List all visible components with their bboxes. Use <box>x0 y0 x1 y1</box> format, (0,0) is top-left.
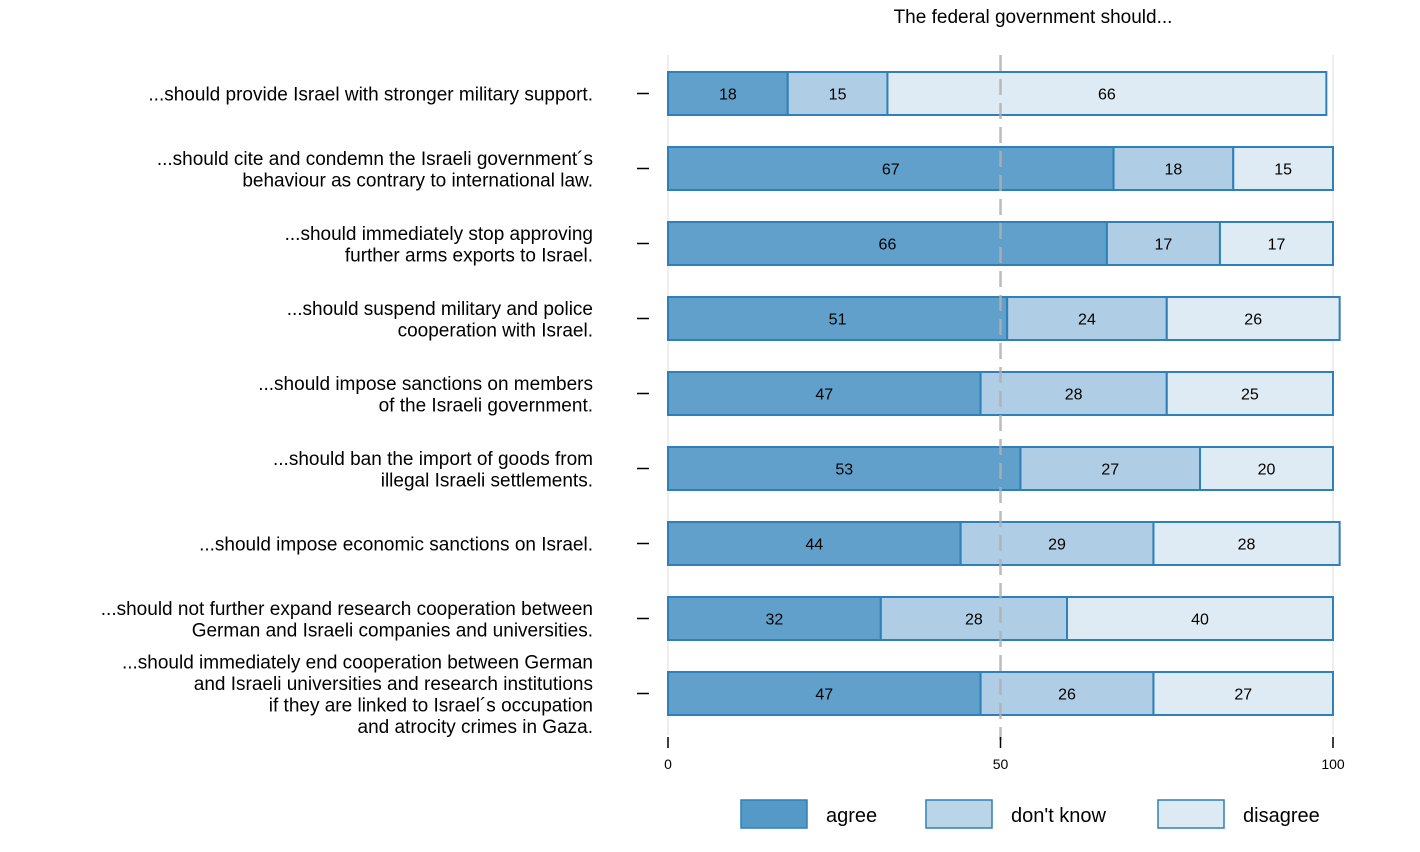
category-label: behaviour as contrary to international l… <box>242 170 593 191</box>
legend-swatch-don-t-know <box>925 799 993 829</box>
bar-segment-don-t-know <box>1105 221 1221 266</box>
value-label: 67 <box>882 162 900 179</box>
bar-segment-disagree <box>1066 596 1334 641</box>
bar-segment-disagree <box>1152 521 1341 566</box>
value-label: 47 <box>815 687 833 704</box>
bar-segment-disagree <box>1218 221 1334 266</box>
x-axis: 0 50 100 <box>664 737 1345 772</box>
category-label: ...should cite and condemn the Israeli g… <box>157 149 593 170</box>
category-label: cooperation with Israel. <box>398 320 593 341</box>
category-labels: ...should provide Israel with stronger m… <box>101 85 649 738</box>
legend-swatch-agree <box>740 799 808 829</box>
category-label: ...should immediately end cooperation be… <box>122 652 593 673</box>
category-label: ...should provide Israel with stronger m… <box>148 85 593 106</box>
value-label: 28 <box>1065 387 1083 404</box>
category-label: if they are linked to Israel´s occupatio… <box>269 695 593 716</box>
chart-title: The federal government should... <box>894 7 1173 28</box>
value-label: 32 <box>766 612 784 629</box>
value-label: 28 <box>965 612 983 629</box>
category-label: illegal Israeli settlements. <box>381 470 593 491</box>
value-label: 26 <box>1058 687 1076 704</box>
category-label: ...should not further expand research co… <box>101 599 593 620</box>
bar-segment-don-t-know <box>979 671 1155 716</box>
value-label: 66 <box>879 237 897 254</box>
category-label: ...should immediately stop approving <box>285 224 593 245</box>
value-label: 28 <box>1238 537 1256 554</box>
value-label: 29 <box>1048 537 1066 554</box>
category-label: of the Israeli government. <box>379 395 593 416</box>
value-label: 24 <box>1078 312 1096 329</box>
legend-label: agree <box>826 805 877 827</box>
x-tick-label: 0 <box>664 756 672 772</box>
bar-segment-disagree <box>1199 446 1334 491</box>
category-label: and Israeli universities and research in… <box>194 674 593 695</box>
value-label: 15 <box>1274 162 1292 179</box>
value-label: 53 <box>835 462 853 479</box>
bar-segment-disagree <box>1152 671 1334 716</box>
legend-label: don't know <box>1011 805 1107 827</box>
bar-segment-don-t-know <box>1019 446 1202 491</box>
category-label: further arms exports to Israel. <box>345 245 593 266</box>
bar-segment-disagree <box>886 71 1328 116</box>
value-label: 18 <box>1165 162 1183 179</box>
value-label: 17 <box>1268 237 1286 254</box>
category-label: ...should impose economic sanctions on I… <box>199 535 593 556</box>
value-label: 18 <box>719 87 737 104</box>
x-tick-label: 50 <box>993 756 1009 772</box>
value-label: 47 <box>815 387 833 404</box>
value-label: 25 <box>1241 387 1259 404</box>
value-label: 27 <box>1101 462 1119 479</box>
bar-segment-agree <box>667 446 1022 491</box>
value-label: 20 <box>1258 462 1276 479</box>
value-label: 15 <box>829 87 847 104</box>
bar-segment-agree <box>667 596 882 641</box>
bar-segment-disagree <box>1165 296 1341 341</box>
bar-segment-don-t-know <box>979 371 1168 416</box>
x-tick-label: 100 <box>1321 756 1345 772</box>
value-label: 26 <box>1244 312 1262 329</box>
bar-segment-agree <box>667 296 1009 341</box>
bar-segment-agree <box>667 221 1108 266</box>
bar-segment-disagree <box>1232 146 1334 191</box>
category-label: ...should ban the import of goods from <box>273 449 593 470</box>
bar-segment-don-t-know <box>1006 296 1168 341</box>
value-label: 40 <box>1191 612 1209 629</box>
bar-segment-don-t-know <box>879 596 1068 641</box>
legend-label: disagree <box>1243 805 1320 827</box>
category-label: German and Israeli companies and univers… <box>192 620 593 641</box>
bar-segment-disagree <box>1165 371 1334 416</box>
category-label: and atrocity crimes in Gaza. <box>358 717 593 738</box>
category-label: ...should suspend military and police <box>287 299 593 320</box>
legend: agree don't know disagree <box>740 799 1320 829</box>
bar-segment-don-t-know <box>959 521 1155 566</box>
value-label: 17 <box>1155 237 1173 254</box>
legend-swatch-disagree <box>1157 799 1225 829</box>
value-label: 51 <box>829 312 847 329</box>
bars: 18 15 66 67 18 15 66 17 17 51 24 26 47 28 25 53 27 20 44 29… <box>667 71 1341 716</box>
value-label: 66 <box>1098 87 1116 104</box>
value-label: 27 <box>1234 687 1252 704</box>
category-label: ...should impose sanctions on members <box>258 374 593 395</box>
value-label: 44 <box>805 537 823 554</box>
bar-segment-agree <box>667 146 1115 191</box>
